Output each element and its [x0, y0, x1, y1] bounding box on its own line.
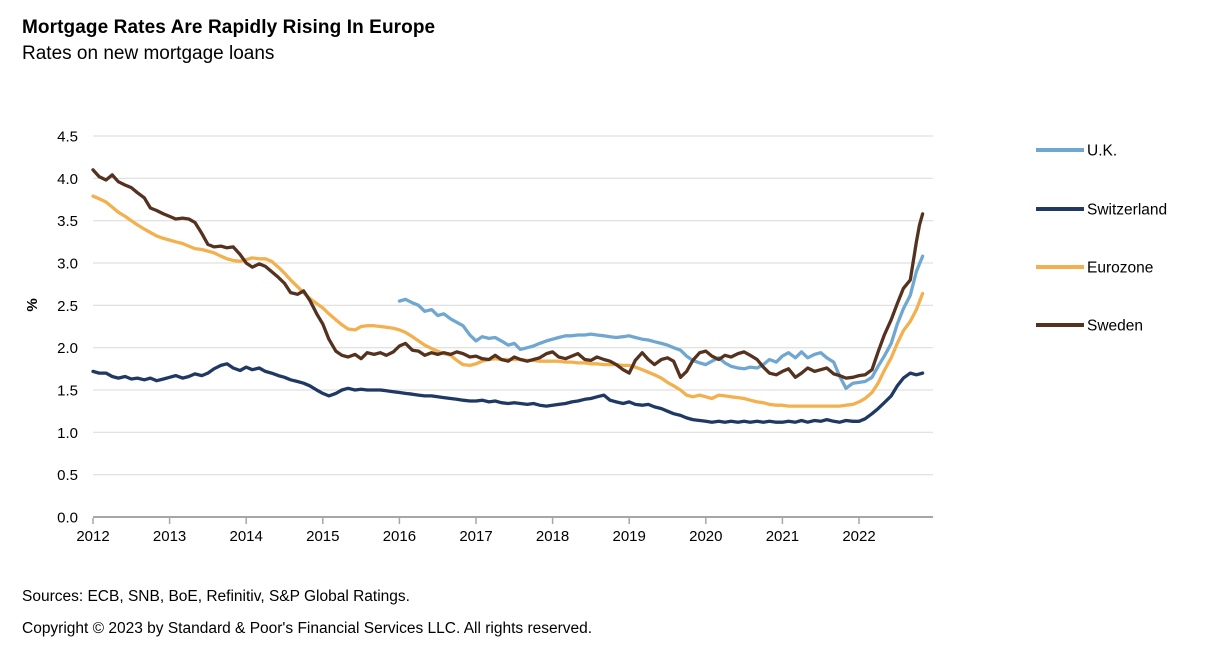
x-tick-label: 2019	[613, 528, 646, 545]
series-line-uk	[397, 254, 925, 390]
y-tick-label: 2.0	[57, 340, 78, 357]
y-tick-label: 3.5	[57, 213, 78, 230]
copyright-note: Copyright © 2023 by Standard & Poor's Fi…	[22, 620, 593, 637]
legend-item-uk: U.K.	[1036, 143, 1117, 160]
gridlines	[93, 135, 933, 476]
x-tick-label: 2012	[76, 528, 109, 545]
y-tick-label: 1.5	[57, 383, 78, 400]
x-tick-label: 2020	[689, 528, 722, 545]
x-tick-label: 2015	[306, 528, 339, 545]
y-tick-label: 0.0	[57, 510, 78, 527]
y-tick-label: 0.5	[57, 467, 78, 484]
y-tick-label: 1.0	[57, 425, 78, 442]
legend-label-eurozone: Eurozone	[1087, 260, 1153, 277]
y-tick-label: 2.5	[57, 298, 78, 315]
series-line-sweden	[91, 168, 925, 380]
y-axis-labels: 0.0 0.5 1.0 1.5 2.0 2.5 3.0 3.5 4.0 4.5	[57, 129, 78, 527]
x-tick-label: 2013	[153, 528, 186, 545]
chart-title: Mortgage Rates Are Rapidly Rising In Eur…	[22, 17, 436, 38]
sources-note: Sources: ECB, SNB, BoE, Refinitiv, S&P G…	[22, 588, 410, 605]
legend-label-sweden: Sweden	[1087, 318, 1143, 335]
y-tick-label: 3.0	[57, 256, 78, 273]
y-tick-label: 4.5	[57, 129, 78, 146]
y-tick-label: 4.0	[57, 171, 78, 188]
x-tick-label: 2016	[383, 528, 416, 545]
legend-label-switzerland: Switzerland	[1087, 202, 1167, 219]
chart-subtitle: Rates on new mortgage loans	[22, 43, 275, 64]
x-tick-label: 2018	[536, 528, 569, 545]
x-tick-label: 2022	[842, 528, 875, 545]
series-line-switzerland	[91, 362, 925, 424]
x-tick-label: 2021	[766, 528, 799, 545]
legend-label-uk: U.K.	[1087, 143, 1117, 160]
legend-item-switzerland: Switzerland	[1036, 202, 1167, 219]
x-tick-label: 2014	[230, 528, 263, 545]
legend: U.K. Switzerland Eurozone Sweden	[1036, 143, 1167, 335]
x-axis: 2012 2013 2014 2015 2016 2017 2018 2019 2020 2021…	[76, 516, 933, 545]
series-lines	[91, 168, 925, 424]
legend-item-sweden: Sweden	[1036, 318, 1143, 335]
x-tick-label: 2017	[459, 528, 492, 545]
legend-item-eurozone: Eurozone	[1036, 260, 1153, 277]
